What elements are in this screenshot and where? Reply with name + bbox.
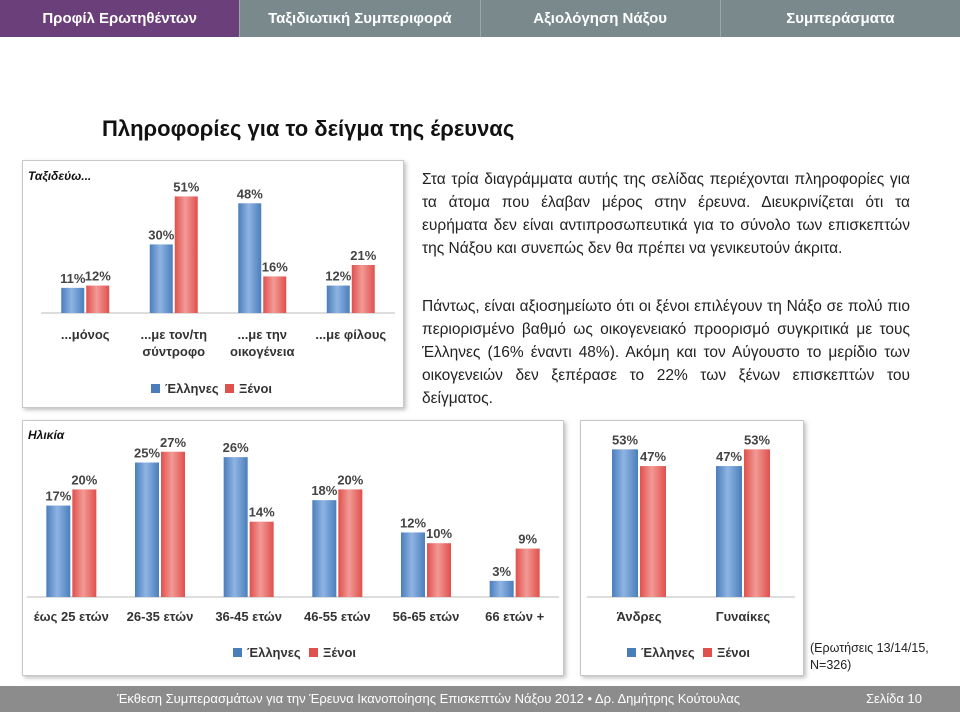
data-label: 12% (325, 269, 351, 284)
bar-greeks (238, 203, 262, 313)
bar-foreigners (174, 196, 198, 313)
bar-greeks (716, 466, 742, 597)
bar-greeks (401, 532, 425, 597)
data-label: 47% (640, 449, 666, 464)
data-label: 16% (262, 259, 288, 274)
data-label: 53% (612, 432, 638, 447)
data-label: 14% (249, 505, 275, 520)
legend-label: Ξένοι (717, 645, 750, 660)
bar-foreigners (249, 521, 274, 597)
category-label: 66 ετών + (485, 609, 545, 624)
bar-foreigners (72, 489, 97, 597)
travel-company-chart: 11% 12% ...μόνος 30% 51% ...με τον/τη σύντροφο… (22, 160, 404, 408)
bar-greeks (612, 449, 638, 597)
data-label: 26% (223, 440, 249, 455)
top-navigation: Προφίλ Ερωτηθέντων Ταξιδιωτική Συμπεριφο… (0, 0, 960, 37)
tab-conclusions[interactable]: Συμπεράσματα (786, 10, 895, 27)
tab-travel-behaviour[interactable]: Ταξιδιωτική Συμπεριφορά (240, 0, 481, 37)
data-label: 25% (134, 446, 160, 461)
data-label: 10% (426, 526, 452, 541)
chart-title-travel: Ταξιδεύω... (28, 169, 92, 183)
bar-greeks (61, 287, 85, 313)
tab-naxos-evaluation[interactable]: Αξιολόγηση Νάξου (481, 0, 721, 37)
legend-swatch-greeks (627, 648, 636, 657)
data-label: 21% (350, 248, 376, 263)
bar-foreigners (161, 451, 185, 597)
legend-swatch-greeks (151, 384, 160, 393)
bar-greeks (223, 457, 248, 597)
category-label: 26-35 ετών (127, 609, 194, 624)
data-label: 9% (518, 532, 537, 547)
category-label: έως 25 ετών (34, 609, 109, 624)
page-number: Σελίδα 10 (865, 691, 922, 706)
legend-label: Ξένοι (239, 381, 272, 396)
category-label: Γυναίκες (716, 609, 771, 624)
data-label: 12% (400, 515, 426, 530)
bar-foreigners (338, 489, 363, 597)
tab-respondent-profile[interactable]: Προφίλ Ερωτηθέντων (0, 0, 241, 37)
bar-greeks (326, 285, 350, 313)
data-label: 11% (60, 271, 86, 286)
category-label: ...με φίλους (315, 327, 386, 342)
bar-foreigners (640, 466, 666, 597)
data-label: 18% (311, 483, 337, 498)
gender-chart: 53% 47% Άνδρες 47% 53% Γυναίκες Έλληνες Ξένοι (580, 420, 804, 676)
category-label: 46-55 ετών (304, 609, 371, 624)
bar-foreigners (86, 285, 110, 313)
data-label: 30% (148, 227, 174, 242)
questions-note: (Ερωτήσεις 13/14/15, N=326) (810, 641, 929, 672)
data-label: 20% (337, 472, 363, 487)
bar-greeks (312, 500, 337, 597)
data-label: 48% (237, 186, 263, 201)
bar-foreigners (515, 548, 540, 597)
legend-label: Έλληνες (247, 645, 301, 660)
legend-label: Ξένοι (323, 645, 356, 660)
category-label: ...μόνος (61, 327, 110, 342)
data-label: 20% (71, 472, 97, 487)
finding-paragraph: Πάντως, είναι αξιοσημείωτο ότι οι ξένοι … (422, 298, 910, 407)
data-label: 27% (160, 435, 186, 450)
category-label: Άνδρες (617, 609, 662, 624)
bar-greeks (135, 462, 159, 597)
legend-swatch-foreigners (309, 648, 318, 657)
category-label: ...με την (237, 327, 287, 342)
footer-text: Έκθεση Συμπερασμάτων για την Έρευνα Ικαν… (117, 691, 740, 706)
category-label: ...με τον/τη (140, 327, 207, 342)
bar-foreigners (427, 543, 451, 597)
footer: Έκθεση Συμπερασμάτων για την Έρευνα Ικαν… (0, 686, 960, 712)
bar-greeks (46, 505, 71, 597)
age-chart: 17% 20% έως 25 ετών 25% 27% 26-35 ετών 26% 14% 3… (22, 420, 564, 676)
bar-greeks (149, 244, 173, 313)
bar-greeks (489, 580, 514, 597)
category-label: σύντροφο (142, 344, 205, 359)
data-label: 47% (716, 449, 742, 464)
bar-foreigners (351, 265, 375, 313)
bar-foreigners (744, 449, 770, 597)
data-label: 12% (85, 269, 111, 284)
legend-label: Έλληνες (165, 381, 219, 396)
legend-label: Έλληνες (641, 645, 695, 660)
legend-swatch-greeks (233, 648, 242, 657)
legend-swatch-foreigners (703, 648, 712, 657)
category-label: 36-45 ετών (215, 609, 282, 624)
category-label: 56-65 ετών (393, 609, 460, 624)
bar-foreigners (263, 276, 287, 313)
page-title: Πληροφορίες για το δείγμα της έρευνας (102, 116, 515, 141)
data-label: 51% (173, 179, 199, 194)
legend-swatch-foreigners (225, 384, 234, 393)
chart-title-age: Ηλικία (28, 428, 65, 442)
data-label: 17% (45, 489, 71, 504)
intro-paragraph: Στα τρία διαγράμματα αυτής της σελίδας π… (422, 171, 910, 257)
data-label: 53% (744, 432, 770, 447)
data-label: 3% (492, 564, 511, 579)
category-label: οικογένεια (230, 344, 294, 359)
